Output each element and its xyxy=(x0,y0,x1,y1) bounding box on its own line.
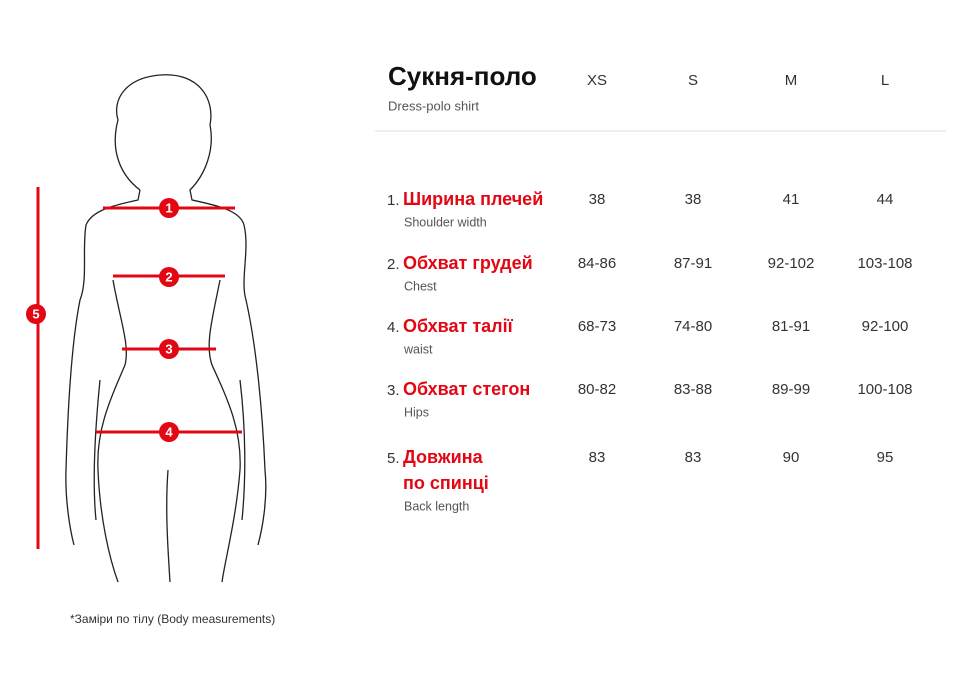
marker-label: 3 xyxy=(165,341,172,356)
marker-label: 5 xyxy=(32,306,39,321)
row-value: 80-82 xyxy=(578,381,616,398)
row-value: 84-86 xyxy=(578,255,616,272)
row-english: Back length xyxy=(404,499,469,513)
row-value: 95 xyxy=(877,449,894,466)
marker-circle xyxy=(159,198,179,218)
size-header: L xyxy=(881,72,889,89)
row-number: 2. xyxy=(387,256,400,273)
footnote: *Заміри по тілу (Body measurements) xyxy=(70,612,275,626)
row-value: 87-91 xyxy=(674,255,712,272)
marker-circle xyxy=(159,422,179,442)
row-number: 4. xyxy=(387,319,400,336)
measure-lines xyxy=(36,187,242,549)
row-name: Обхват грудей xyxy=(403,253,533,273)
row-value: 100-108 xyxy=(857,381,912,398)
marker-circle xyxy=(159,339,179,359)
row-name: Обхват стегон xyxy=(403,379,530,399)
row-value: 68-73 xyxy=(578,318,616,335)
row-number: 3. xyxy=(387,382,400,399)
row-value: 89-99 xyxy=(772,381,810,398)
marker-circle xyxy=(26,304,46,324)
row-english: Chest xyxy=(404,279,437,293)
marker-circle xyxy=(159,267,179,287)
marker-label: 4 xyxy=(165,424,173,439)
marker-label: 1 xyxy=(165,200,172,215)
title: Сукня-поло xyxy=(388,61,537,91)
row-number: 5. xyxy=(387,450,400,467)
subtitle: Dress-polo shirt xyxy=(388,98,479,113)
row-name: Ширина плечей xyxy=(403,189,543,209)
row-value: 41 xyxy=(783,191,800,208)
size-header: S xyxy=(688,72,698,89)
row-value: 103-108 xyxy=(857,255,912,272)
row-english: Hips xyxy=(404,405,429,419)
size-header: M xyxy=(785,72,798,89)
row-value: 83 xyxy=(589,449,606,466)
marker-label: 2 xyxy=(165,269,172,284)
row-name: по спинці xyxy=(403,473,489,493)
row-value: 74-80 xyxy=(674,318,712,335)
row-english: Shoulder width xyxy=(404,215,487,229)
row-value: 38 xyxy=(589,191,606,208)
row-value: 83 xyxy=(685,449,702,466)
size-header: XS xyxy=(587,72,607,89)
row-value: 92-100 xyxy=(862,318,909,335)
row-name: Обхват талії xyxy=(403,316,514,336)
row-value: 92-102 xyxy=(768,255,815,272)
row-name: Довжина xyxy=(403,447,484,467)
row-value: 44 xyxy=(877,191,894,208)
silhouette xyxy=(65,74,267,583)
row-value: 38 xyxy=(685,191,702,208)
row-value: 81-91 xyxy=(772,318,810,335)
row-value: 90 xyxy=(783,449,800,466)
row-english: waist xyxy=(403,342,433,356)
row-number: 1. xyxy=(387,192,400,209)
row-value: 83-88 xyxy=(674,381,712,398)
